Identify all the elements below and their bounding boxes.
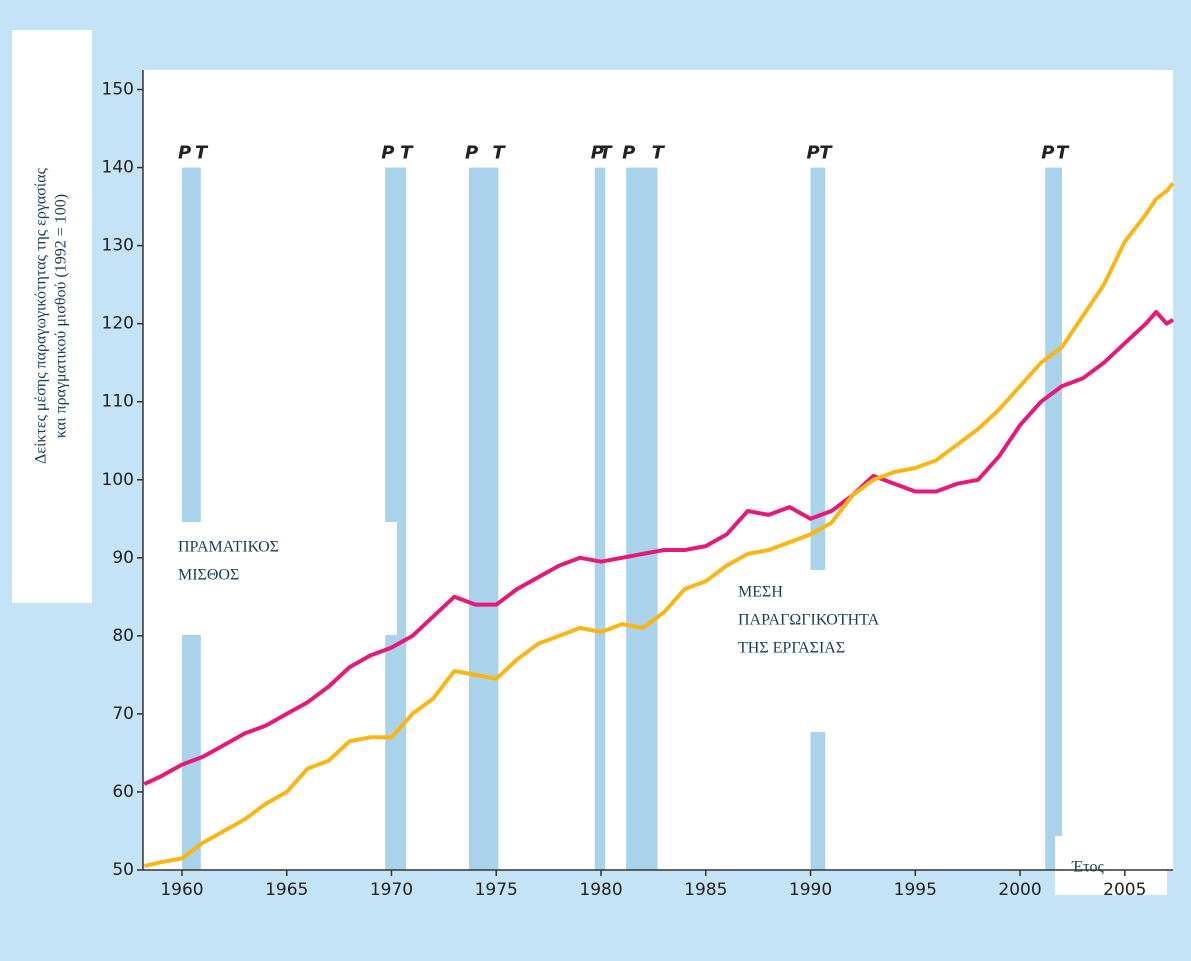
series-line xyxy=(143,310,1175,786)
y-tick-label: 100 xyxy=(102,470,134,490)
x-tick-label: 2000 xyxy=(998,880,1041,900)
x-tick-label: 1980 xyxy=(579,880,622,900)
trough-label: T xyxy=(819,143,833,164)
x-axis-label-box xyxy=(1055,836,1167,895)
x-tick-label: 1970 xyxy=(370,880,413,900)
series-annotation: ΠΡΑΜΑΤΙΚΟΣ xyxy=(178,539,279,556)
peak-label: P xyxy=(622,143,635,164)
trough-label: T xyxy=(400,143,414,164)
y-tick-label: 150 xyxy=(102,80,134,100)
peak-label: P xyxy=(1041,143,1054,164)
series-annotation: ΜΕΣΗ xyxy=(738,584,783,601)
x-axis-label: Έτος xyxy=(1071,859,1105,876)
y-tick-label: 70 xyxy=(112,704,134,724)
x-tick-label: 2005 xyxy=(1103,880,1146,900)
y-axis-label-box xyxy=(12,30,92,603)
recession-band xyxy=(1045,167,1062,870)
y-tick-label: 120 xyxy=(102,314,134,334)
recession-band xyxy=(594,167,606,870)
peak-label: P xyxy=(465,143,478,164)
recession-band xyxy=(626,167,658,870)
y-tick-label: 110 xyxy=(102,392,134,412)
y-axis-label: και πραγματικού μισθού (1992 = 100) xyxy=(53,194,70,438)
trough-label: T xyxy=(195,143,209,164)
y-tick-label: 60 xyxy=(112,782,134,802)
x-tick-label: 1960 xyxy=(160,880,203,900)
peak-label: P xyxy=(381,143,394,164)
trough-label: T xyxy=(1056,143,1070,164)
annotation-box xyxy=(725,570,965,732)
peak-label: P xyxy=(178,143,191,164)
x-tick-label: 1975 xyxy=(475,880,518,900)
series-line xyxy=(143,181,1175,869)
x-tick-label: 1995 xyxy=(894,880,937,900)
y-axis-label: Δείκτες μέσης παραγωγικότητας της εργασί… xyxy=(33,167,50,464)
series-annotation: ΤΗΣ ΕΡΓΑΣΙΑΣ xyxy=(738,640,845,657)
recession-band xyxy=(385,167,407,870)
trough-label: T xyxy=(652,143,666,164)
peak-label: P xyxy=(807,143,820,164)
annotation-box xyxy=(160,522,397,635)
trough-label: T xyxy=(492,143,506,164)
y-tick-label: 50 xyxy=(112,860,134,880)
recession-band xyxy=(181,167,201,870)
y-tick-label: 130 xyxy=(102,236,134,256)
y-tick-label: 90 xyxy=(112,548,134,568)
series-annotation: ΠΑΡΑΓΩΓΙΚΟΤΗΤΑ xyxy=(738,612,880,629)
peak-label: P xyxy=(591,143,604,164)
y-tick-label: 80 xyxy=(112,626,134,646)
x-tick-label: 1990 xyxy=(789,880,832,900)
y-tick-label: 140 xyxy=(102,158,134,178)
recession-band xyxy=(469,167,499,870)
plot-area xyxy=(143,70,1173,870)
x-tick-label: 1985 xyxy=(684,880,727,900)
trough-label: T xyxy=(599,143,613,164)
series-annotation: ΜΙΣΘΟΣ xyxy=(178,567,239,584)
x-tick-label: 1965 xyxy=(265,880,308,900)
